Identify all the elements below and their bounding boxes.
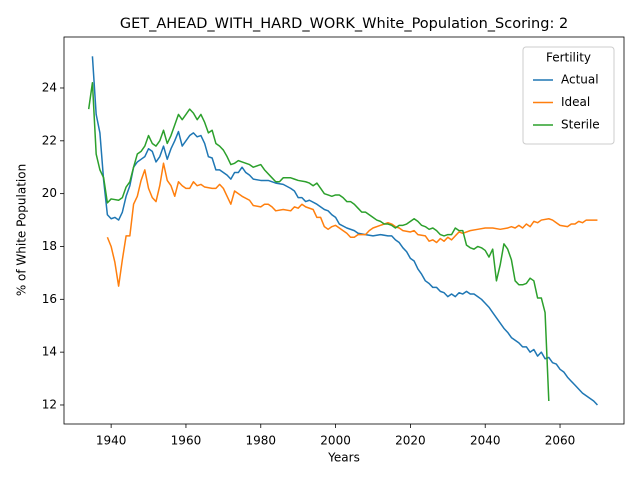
legend-label: Ideal — [561, 95, 590, 109]
y-tick-label: 22 — [42, 133, 57, 147]
y-tick-label: 14 — [42, 345, 57, 359]
y-tick-label: 12 — [42, 397, 57, 411]
legend-label: Actual — [561, 73, 599, 87]
series-line — [91, 56, 598, 406]
series-line — [87, 81, 550, 402]
y-tick-label: 16 — [42, 292, 57, 306]
series-line — [106, 162, 598, 287]
legend-label: Sterile — [561, 118, 600, 132]
plot-frame — [63, 36, 625, 425]
x-axis-label: Years — [327, 451, 360, 465]
y-axis-label: % of White Population — [15, 164, 29, 296]
x-tick-label: 2000 — [320, 434, 351, 448]
legend-title: Fertility — [546, 51, 591, 65]
y-tick-label: 24 — [42, 80, 57, 94]
y-tick-label: 18 — [42, 239, 57, 253]
y-tick-label: 20 — [42, 186, 57, 200]
x-tick-label: 1960 — [171, 434, 202, 448]
legend-box — [522, 46, 615, 145]
chart-title: GET_AHEAD_WITH_HARD_WORK_White_Populatio… — [120, 16, 568, 32]
x-tick-label: 1940 — [96, 434, 127, 448]
x-tick-label: 2020 — [395, 434, 426, 448]
x-tick-label: 2060 — [545, 434, 576, 448]
x-tick-label: 2040 — [470, 434, 501, 448]
x-tick-label: 1980 — [245, 434, 276, 448]
